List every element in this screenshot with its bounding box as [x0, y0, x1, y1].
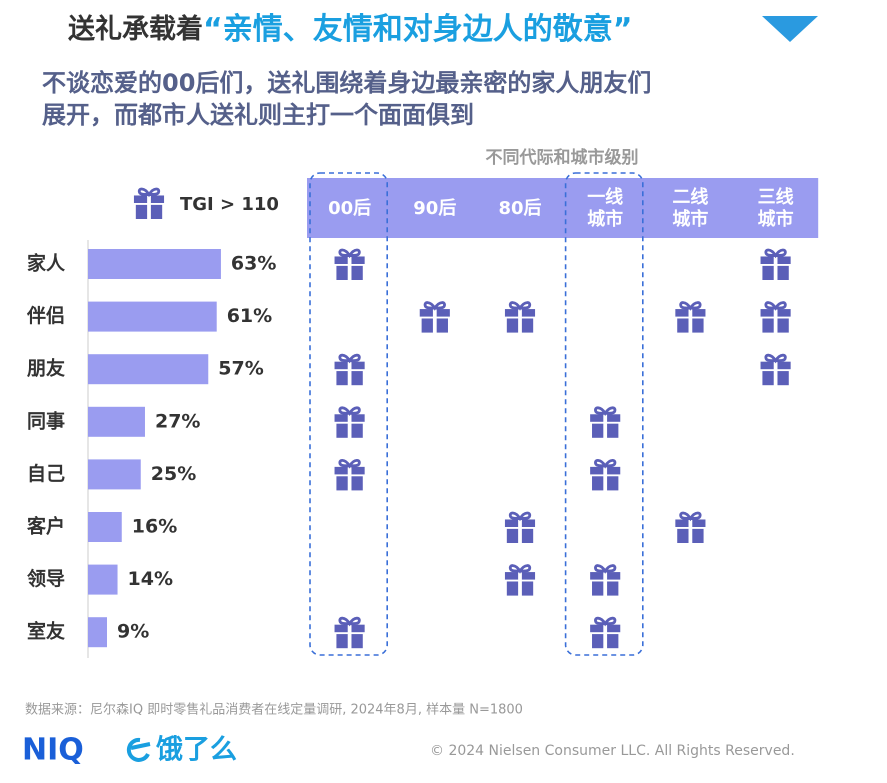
bar — [88, 617, 107, 648]
highlight-box — [309, 172, 388, 656]
title-text: 送礼承载着 — [68, 13, 203, 45]
value-label: 27% — [155, 410, 200, 432]
gift-icon — [333, 458, 366, 492]
bar — [88, 564, 118, 595]
value-label: 57% — [218, 358, 263, 380]
value-label: 14% — [128, 568, 173, 590]
bar — [88, 406, 145, 437]
category-label: 领导 — [27, 567, 65, 590]
value-label: 63% — [231, 253, 276, 275]
category-label: 伴侣 — [26, 304, 65, 327]
title-highlight: “亲情、友情和对身边人的敬意” — [203, 12, 632, 47]
copyright: © 2024 Nielsen Consumer LLC. All Rights … — [430, 743, 795, 759]
bar — [88, 512, 122, 542]
gift-icon — [674, 511, 707, 544]
highlight-box — [564, 172, 644, 656]
value-label: 9% — [117, 621, 149, 643]
title-arrow — [762, 16, 818, 42]
title: 送礼承载着“亲情、友情和对身边人的敬意” — [68, 12, 632, 47]
source-note: 数据来源：尼尔森IQ 即时零售礼品消费者在线定量调研, 2024年8月, 样本量… — [25, 702, 523, 718]
category-label: 朋友 — [27, 357, 65, 380]
matrix-title: 不同代际和城市级别 — [486, 147, 639, 168]
column-label: 城市 — [587, 208, 623, 230]
gift-icon — [418, 301, 451, 334]
gift-icon — [589, 406, 622, 439]
matrix-header — [307, 178, 819, 238]
logo-niq: NIQ — [22, 733, 84, 768]
legend-icon — [133, 187, 165, 220]
subtitle-line: 不谈恋爱的00后们，送礼围绕着身边最亲密的家人朋友们 — [42, 69, 651, 97]
column-label: 城市 — [758, 208, 794, 230]
gift-icon — [504, 564, 536, 597]
category-label: 室友 — [27, 620, 65, 643]
category-label: 同事 — [27, 409, 65, 432]
value-label: 25% — [151, 463, 196, 485]
column-label: 城市 — [672, 208, 708, 230]
legend-label: TGI > 110 — [180, 194, 279, 215]
column-label: 二线 — [672, 186, 708, 208]
gift-icon — [589, 458, 622, 492]
column-label: 80后 — [498, 198, 541, 219]
column-label: 00后 — [328, 198, 371, 219]
gift-icon — [589, 616, 622, 650]
gift-icon — [333, 406, 366, 439]
gift-icon — [333, 353, 366, 387]
gift-icon — [759, 353, 792, 387]
column-label: 一线 — [587, 186, 623, 208]
subtitle-line: 展开，而都市人送礼则主打一个面面俱到 — [42, 101, 474, 129]
gift-icon — [333, 248, 366, 281]
logo-eleme: 饿了么 — [156, 735, 237, 766]
column-label: 三线 — [758, 186, 794, 208]
bar — [88, 301, 217, 332]
gift-icon — [589, 564, 622, 597]
category-label: 客户 — [27, 515, 65, 538]
gift-icon — [333, 616, 366, 650]
category-label: 自己 — [27, 462, 65, 485]
bar — [88, 354, 209, 385]
value-label: 16% — [132, 516, 177, 538]
gift-icon — [504, 511, 536, 544]
gift-icon — [504, 301, 536, 334]
bar — [88, 249, 221, 279]
logo-eleme-icon — [126, 737, 151, 762]
value-label: 61% — [227, 305, 272, 327]
gift-icon — [674, 301, 707, 334]
gift-icon — [759, 301, 792, 334]
gift-icon — [759, 248, 792, 281]
bar — [88, 459, 141, 490]
column-label: 90后 — [413, 198, 456, 219]
category-label: 家人 — [27, 252, 66, 275]
